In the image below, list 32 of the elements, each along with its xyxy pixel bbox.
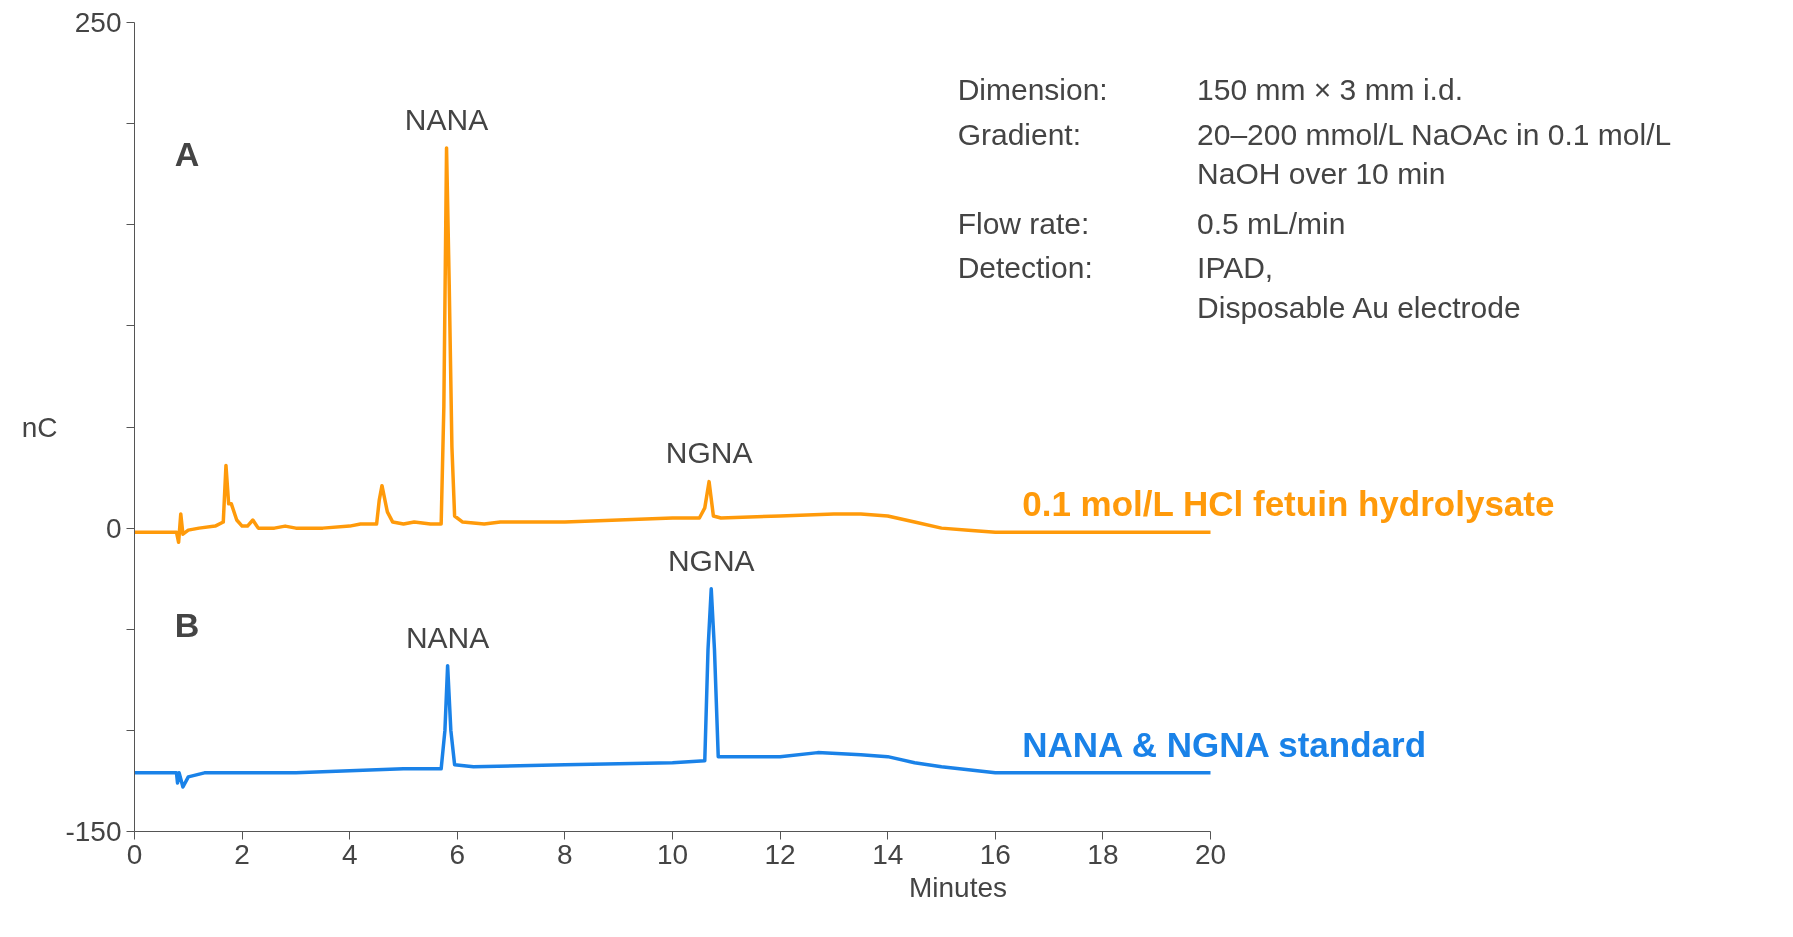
series-label: NANA & NGNA standard: [1022, 725, 1427, 765]
x-tick-label: 14: [872, 838, 904, 870]
annotation: NANA: [404, 102, 489, 136]
annotation: NGNA: [665, 436, 753, 470]
annotation: IPAD, Disposable Au electrode: [1197, 251, 1521, 324]
annotation: 0.5 mL/min: [1197, 206, 1346, 240]
annotation: Gradient:: [957, 117, 1082, 151]
annotation: Detection:: [957, 251, 1093, 285]
annotation: Flow rate:: [957, 206, 1090, 240]
x-tick-label: 12: [764, 838, 796, 870]
annotation: B: [174, 606, 200, 645]
x-tick-label: 4: [341, 838, 358, 870]
x-axis-title: Minutes: [908, 871, 1008, 903]
x-tick-label: 6: [449, 838, 466, 870]
x-tick-label: 16: [979, 838, 1011, 870]
x-tick-label: 2: [234, 838, 250, 870]
x-tick-label: 10: [656, 838, 689, 870]
y-tick-label: 0: [105, 512, 122, 544]
series-label: 0.1 mol/L HCl fetuin hydrolysate: [1022, 484, 1555, 524]
annotation: NANA: [405, 620, 490, 654]
y-tick-label: -150: [65, 816, 122, 847]
annotation: 150 mm × 3 mm i.d.: [1197, 73, 1463, 107]
annotation: Dimension:: [957, 73, 1108, 107]
x-tick-label: 0: [126, 838, 143, 870]
annotation: 20–200 mmol/L NaOAc in 0.1 mol/L NaOH over 10 min: [1197, 117, 1672, 191]
x-tick-label: 18: [1087, 838, 1119, 870]
y-axis-title: nC: [21, 411, 58, 443]
annotation: NGNA: [667, 543, 755, 577]
x-tick-label: 8: [557, 838, 573, 870]
annotation: A: [174, 134, 200, 173]
y-tick-label: 250: [74, 7, 122, 38]
x-tick-label: 20: [1194, 838, 1227, 870]
